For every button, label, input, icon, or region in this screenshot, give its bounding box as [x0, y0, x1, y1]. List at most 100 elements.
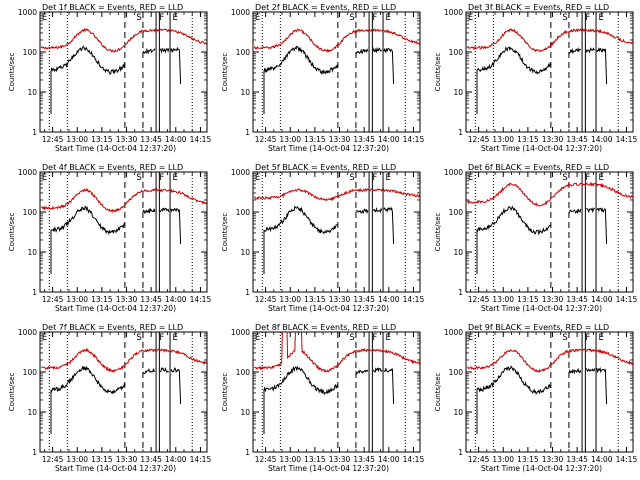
marker-label-F: F	[159, 333, 164, 343]
events-series-line	[568, 367, 582, 375]
x-tick-label: 13:45	[566, 135, 588, 144]
y-tick-label: 1000	[231, 168, 250, 177]
marker-label-S: S	[562, 333, 567, 343]
marker-label-E: E	[42, 173, 47, 183]
panel-title: Det 2f BLACK = Events, RED = LLD	[255, 3, 396, 12]
marker-label-E: E	[173, 333, 178, 343]
marker-label-E: E	[386, 333, 391, 343]
events-series-line	[263, 365, 338, 434]
marker-label-S: S	[349, 13, 354, 23]
x-tick-label: 13:45	[566, 295, 588, 304]
marker-label-F: F	[585, 333, 590, 343]
y-tick-label: 1000	[18, 8, 37, 17]
events-series-line	[372, 46, 382, 54]
marker-label-E: E	[42, 13, 47, 23]
x-tick-label: 12:45	[42, 455, 64, 464]
x-tick-label: 13:30	[329, 455, 351, 464]
lld-series-line	[466, 28, 633, 53]
events-series-line	[372, 366, 383, 373]
marker-label-F: F	[159, 173, 164, 183]
events-series-line	[476, 365, 551, 434]
events-series-line	[383, 368, 395, 405]
marker-label-F: F	[372, 13, 377, 23]
x-tick-label: 12:45	[255, 135, 277, 144]
lld-series-line	[40, 187, 207, 214]
x-tick-label: 13:30	[542, 455, 564, 464]
y-tick-label: 10	[27, 248, 37, 257]
det-6-panel: Det 6f BLACK = Events, RED = LLD 1 10 100 10…	[434, 163, 637, 313]
y-tick-label: 1000	[444, 328, 463, 337]
x-axis-label: Start Time (14-Oct-04 12:37:20)	[55, 464, 176, 473]
marker-label-S: S	[562, 173, 567, 183]
x-tick-label: 12:45	[468, 455, 490, 464]
marker-label-S: S	[349, 333, 354, 343]
x-tick-label: 13:45	[140, 455, 162, 464]
x-tick-label: 14:15	[403, 455, 425, 464]
panel-title: Det 8f BLACK = Events, RED = LLD	[255, 323, 396, 332]
x-tick-label: 13:00	[279, 455, 301, 464]
y-tick-label: 100	[23, 368, 38, 377]
events-series-line	[170, 207, 182, 245]
plot-frame	[465, 171, 634, 293]
x-tick-label: 14:15	[190, 135, 212, 144]
x-tick-label: 12:45	[468, 135, 490, 144]
lld-series-line	[253, 187, 420, 202]
x-tick-label: 13:30	[542, 135, 564, 144]
marker-label-S: S	[136, 173, 141, 183]
y-axis-label: Counts/sec	[221, 373, 229, 412]
y-tick-label: 100	[236, 368, 251, 377]
marker-label-S: S	[136, 333, 141, 343]
x-tick-label: 13:15	[91, 135, 113, 144]
x-tick-label: 13:30	[329, 135, 351, 144]
events-series-line	[50, 45, 125, 114]
y-tick-label: 10	[240, 248, 250, 257]
det-4-panel: Det 4f BLACK = Events, RED = LLD 1 10 100 10…	[8, 163, 211, 313]
x-tick-label: 14:00	[591, 455, 613, 464]
panel-title: Det 5f BLACK = Events, RED = LLD	[255, 163, 396, 172]
y-axis-label: Counts/sec	[434, 373, 442, 412]
events-series-line	[263, 45, 338, 114]
events-series-line	[355, 48, 369, 55]
x-tick-label: 13:15	[304, 295, 326, 304]
y-tick-label: 1000	[231, 8, 250, 17]
events-series-line	[142, 47, 156, 55]
events-series-line	[383, 47, 395, 85]
x-tick-label: 14:15	[190, 455, 212, 464]
marker-label-E: E	[173, 13, 178, 23]
marker-label-F: F	[372, 173, 377, 183]
events-series-line	[355, 208, 369, 215]
x-tick-label: 14:00	[378, 135, 400, 144]
marker-label-E: E	[468, 173, 473, 183]
y-axis-label: Counts/sec	[8, 213, 16, 252]
y-tick-label: 1000	[18, 328, 37, 337]
x-tick-label: 14:15	[616, 135, 638, 144]
x-axis-label: Start Time (14-Oct-04 12:37:20)	[481, 144, 602, 153]
x-axis-label: Start Time (14-Oct-04 12:37:20)	[55, 144, 176, 153]
marker-label-E: E	[599, 333, 604, 343]
x-tick-label: 13:45	[566, 455, 588, 464]
lld-series-line	[467, 348, 633, 373]
panel-title: Det 3f BLACK = Events, RED = LLD	[468, 3, 609, 12]
lld-series-line	[466, 181, 633, 207]
x-tick-label: 13:30	[329, 295, 351, 304]
plot-frame	[39, 171, 208, 293]
x-axis-label: Start Time (14-Oct-04 12:37:20)	[55, 304, 176, 313]
events-series-line	[476, 45, 551, 114]
y-tick-label: 1	[245, 128, 250, 137]
y-tick-label: 100	[236, 208, 251, 217]
x-tick-label: 12:45	[255, 455, 277, 464]
plot-frame	[39, 331, 208, 453]
x-tick-label: 14:00	[378, 455, 400, 464]
marker-label-F: F	[585, 173, 590, 183]
x-axis-label: Start Time (14-Oct-04 12:37:20)	[481, 464, 602, 473]
x-tick-label: 14:00	[165, 455, 187, 464]
x-tick-label: 13:30	[542, 295, 564, 304]
y-axis-label: Counts/sec	[434, 53, 442, 92]
events-series-line	[596, 207, 608, 245]
x-tick-label: 14:00	[165, 295, 187, 304]
x-tick-label: 13:00	[492, 455, 514, 464]
events-series-line	[383, 206, 395, 245]
events-series-line	[263, 205, 338, 274]
y-tick-label: 1000	[18, 168, 37, 177]
